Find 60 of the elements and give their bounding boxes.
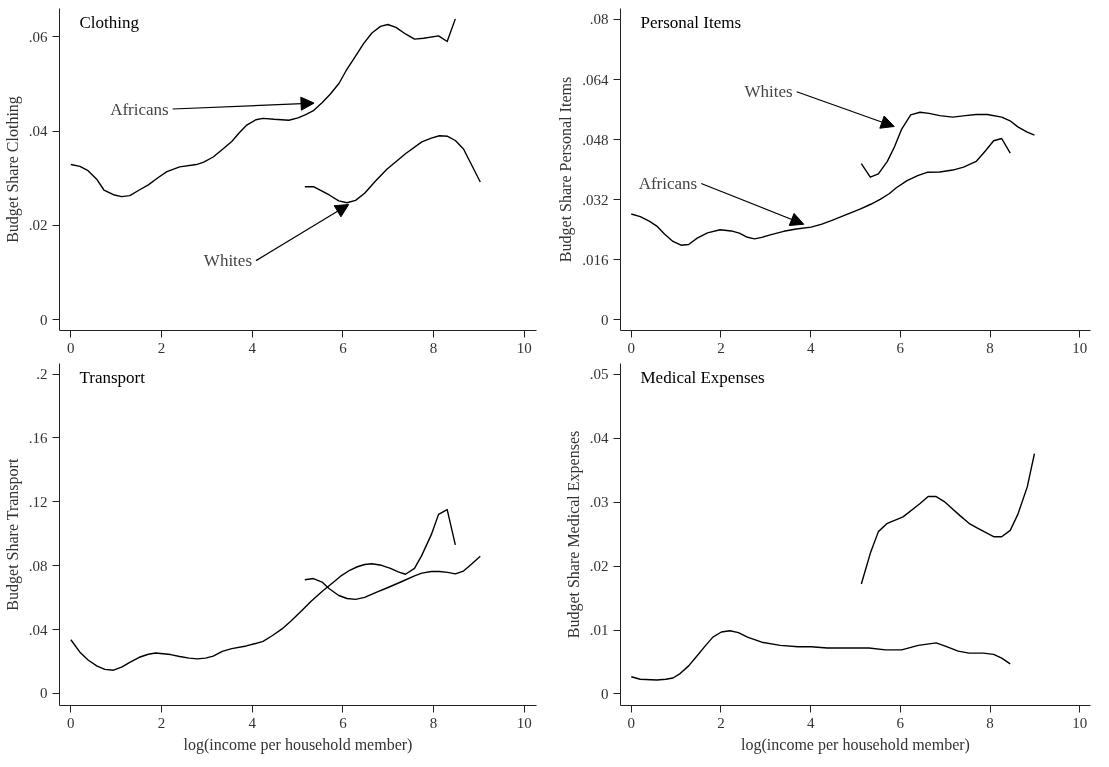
annotation: Africans — [110, 99, 169, 119]
x-tick-label: 8 — [986, 339, 994, 356]
y-tick-label: .12 — [28, 493, 48, 510]
y-tick-label: .02 — [28, 217, 48, 234]
x-axis-title: log(income per household member) — [741, 735, 970, 754]
y-tick-label: .064 — [582, 71, 609, 88]
y-axis-title: Budget Share Personal Items — [557, 76, 576, 263]
x-tick-label: 0 — [67, 714, 75, 731]
x-tick-label: 4 — [806, 714, 815, 731]
x-tick-label: 6 — [896, 339, 905, 356]
y-tick-label: .2 — [36, 366, 48, 383]
annotation: Whites — [744, 82, 793, 102]
y-tick-label: .02 — [589, 558, 609, 575]
y-tick-label: .01 — [589, 622, 609, 639]
y-tick-label: .05 — [589, 366, 609, 383]
x-tick-label: 2 — [157, 714, 166, 731]
y-tick-label: .048 — [582, 131, 609, 148]
y-tick-label: .08 — [589, 11, 609, 28]
x-tick-label: 10 — [516, 714, 532, 731]
y-tick-label: .03 — [589, 494, 609, 511]
y-tick-label: 0 — [40, 311, 48, 328]
x-tick-label: 10 — [1072, 339, 1088, 356]
y-axis-title: Budget Share Medical Expenses — [564, 430, 583, 639]
y-tick-label: .016 — [582, 251, 609, 268]
y-tick-label: .16 — [28, 429, 48, 446]
x-tick-label: 2 — [157, 339, 166, 356]
y-tick-label: 0 — [601, 685, 609, 702]
chart-title: Personal Items — [640, 12, 742, 32]
y-tick-label: .04 — [28, 123, 48, 140]
x-tick-label: 8 — [429, 339, 438, 356]
x-tick-label: 10 — [1072, 714, 1088, 731]
y-tick-label: 0 — [40, 685, 48, 702]
x-tick-label: 2 — [717, 339, 725, 356]
y-tick-label: .08 — [28, 557, 48, 574]
x-tick-label: 6 — [339, 714, 348, 731]
x-tick-label: 6 — [896, 714, 905, 731]
chart-title: Clothing — [79, 12, 140, 32]
x-tick-label: 4 — [806, 339, 815, 356]
x-axis-title: log(income per household member) — [183, 735, 413, 754]
x-tick-label: 0 — [627, 714, 636, 731]
x-tick-label: 8 — [429, 714, 438, 731]
y-tick-label: .06 — [28, 28, 48, 45]
chart-title: Medical Expenses — [640, 367, 765, 387]
y-tick-label: .04 — [28, 621, 48, 638]
x-tick-label: 6 — [339, 339, 348, 356]
chart-title: Transport — [79, 367, 146, 387]
y-tick-label: 0 — [601, 311, 609, 328]
x-tick-label: 4 — [248, 714, 257, 731]
x-tick-label: 0 — [627, 339, 636, 356]
x-tick-label: 2 — [717, 714, 725, 731]
x-tick-label: 0 — [67, 339, 75, 356]
annotation: Africans — [638, 174, 698, 194]
x-tick-label: 8 — [986, 714, 994, 731]
y-tick-label: .04 — [589, 430, 609, 447]
x-tick-label: 10 — [516, 339, 532, 356]
y-tick-label: .032 — [582, 191, 609, 208]
annotation: Whites — [203, 251, 253, 271]
y-axis-title: Budget Share Clothing — [3, 96, 22, 243]
x-tick-label: 4 — [248, 339, 257, 356]
y-axis-title: Budget Share Transport — [3, 458, 22, 611]
